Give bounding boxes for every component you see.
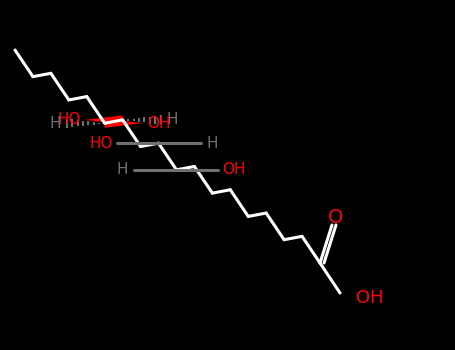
- Text: H: H: [167, 112, 178, 127]
- Text: OH: OH: [222, 162, 246, 177]
- Text: H: H: [49, 116, 61, 131]
- Polygon shape: [105, 119, 143, 128]
- Text: OH: OH: [356, 289, 384, 307]
- Text: HO: HO: [89, 136, 112, 151]
- Text: H: H: [117, 162, 128, 177]
- Text: HO: HO: [57, 112, 81, 127]
- Polygon shape: [85, 116, 123, 124]
- Text: OH: OH: [147, 116, 170, 131]
- Text: H: H: [207, 136, 218, 151]
- Text: O: O: [329, 208, 344, 226]
